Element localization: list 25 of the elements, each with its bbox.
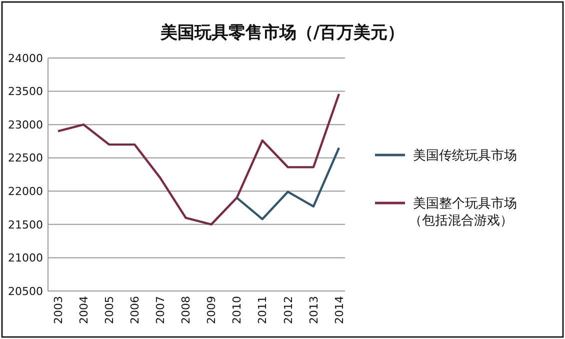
line-series <box>56 92 340 226</box>
line-series <box>236 146 340 220</box>
y-tick-label: 23500 <box>8 85 43 98</box>
legend-label: 美国整个玩具市场（包括混合游戏） <box>409 196 517 229</box>
x-tick-label: 2005 <box>102 296 116 324</box>
x-tick-label: 2011 <box>256 296 270 324</box>
y-tick-label: 21500 <box>8 218 43 232</box>
y-tick-label: 24000 <box>8 52 43 65</box>
y-tick-label: 23000 <box>8 118 43 132</box>
x-tick-label: 2013 <box>307 296 320 324</box>
y-tick-label: 20500 <box>8 284 43 298</box>
x-tick-label: 2007 <box>154 296 168 324</box>
legend-label: 美国传统玩具市场 <box>413 148 517 164</box>
x-tick-label: 2006 <box>128 296 142 324</box>
x-tick-label: 2004 <box>77 296 90 324</box>
x-tick-label: 2012 <box>282 296 295 324</box>
y-tick-label: 22000 <box>8 184 43 198</box>
chart-title: 美国玩具零售市场（/百万美元） <box>159 23 405 43</box>
x-tick-label: 2009 <box>205 296 218 324</box>
y-tick-label: 21000 <box>8 252 43 265</box>
x-tick-label: 2010 <box>230 296 244 324</box>
x-tick-label: 2003 <box>52 296 65 324</box>
y-tick-label: 22500 <box>8 152 43 165</box>
x-tick-label: 2014 <box>332 296 346 324</box>
x-tick-label: 2008 <box>180 296 193 324</box>
